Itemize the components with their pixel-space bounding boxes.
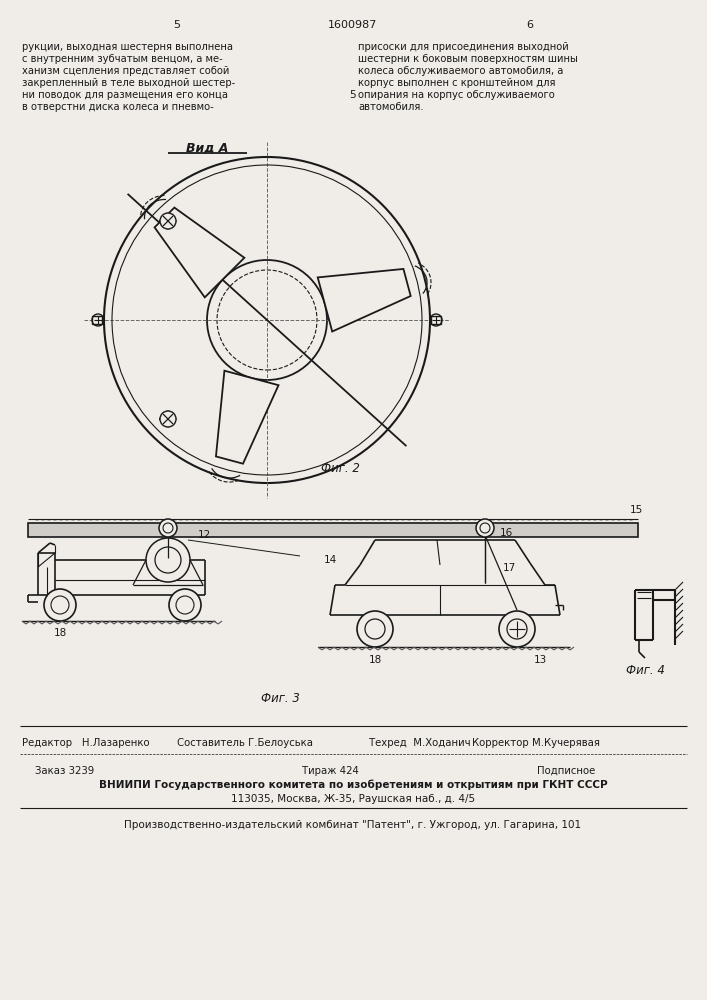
Text: закрепленный в теле выходной шестер-: закрепленный в теле выходной шестер-	[22, 78, 235, 88]
Text: Фиг. 2: Фиг. 2	[320, 462, 359, 475]
Text: рукции, выходная шестерня выполнена: рукции, выходная шестерня выполнена	[22, 42, 233, 52]
Text: шестерни к боковым поверхностям шины: шестерни к боковым поверхностям шины	[358, 54, 578, 64]
Text: Вид А: Вид А	[186, 141, 228, 154]
Text: 18: 18	[53, 628, 66, 638]
Circle shape	[146, 538, 190, 582]
Text: колеса обслуживаемого автомобиля, а: колеса обслуживаемого автомобиля, а	[358, 66, 563, 76]
Text: Производственно-издательский комбинат "Патент", г. Ужгород, ул. Гагарина, 101: Производственно-издательский комбинат "П…	[124, 820, 582, 830]
Text: опирания на корпус обслуживаемого: опирания на корпус обслуживаемого	[358, 90, 555, 100]
Circle shape	[160, 411, 176, 427]
Text: корпус выполнен с кронштейном для: корпус выполнен с кронштейном для	[358, 78, 556, 88]
Text: присоски для присоединения выходной: присоски для присоединения выходной	[358, 42, 568, 52]
Circle shape	[357, 611, 393, 647]
Text: 5: 5	[173, 20, 180, 30]
Text: ВНИИПИ Государственного комитета по изобретениям и открытиям при ГКНТ СССР: ВНИИПИ Государственного комитета по изоб…	[99, 780, 607, 790]
Text: 5: 5	[349, 90, 356, 100]
Polygon shape	[155, 208, 245, 297]
Text: 16: 16	[500, 528, 513, 538]
Text: Редактор   Н.Лазаренко: Редактор Н.Лазаренко	[22, 738, 150, 748]
Text: 14: 14	[323, 555, 337, 565]
Circle shape	[44, 589, 76, 621]
Circle shape	[476, 519, 494, 537]
Text: 6: 6	[527, 20, 534, 30]
Bar	[92, 316, 102, 324]
Text: ханизм сцепления представляет собой: ханизм сцепления представляет собой	[22, 66, 229, 76]
Polygon shape	[216, 371, 279, 464]
Text: 18: 18	[368, 655, 382, 665]
Text: 17: 17	[503, 563, 516, 573]
Circle shape	[159, 519, 177, 537]
Text: в отверстни диска колеса и пневмо-: в отверстни диска колеса и пневмо-	[22, 102, 214, 112]
Circle shape	[499, 611, 535, 647]
Text: с внутренним зубчатым венцом, а ме-: с внутренним зубчатым венцом, а ме-	[22, 54, 223, 64]
Text: Фиг. 3: Фиг. 3	[261, 692, 300, 704]
Bar	[28, 523, 638, 537]
Text: ни поводок для размещения его конца: ни поводок для размещения его конца	[22, 90, 228, 100]
Circle shape	[160, 213, 176, 229]
Text: Корректор М.Кучерявая: Корректор М.Кучерявая	[472, 738, 600, 748]
Text: Техред  М.Ходанич: Техред М.Ходанич	[369, 738, 471, 748]
Text: Фиг. 4: Фиг. 4	[626, 664, 665, 676]
Text: Заказ 3239: Заказ 3239	[35, 766, 95, 776]
Polygon shape	[317, 269, 411, 332]
Bar	[431, 316, 441, 324]
Text: автомобиля.: автомобиля.	[358, 102, 423, 112]
Text: 113035, Москва, Ж-35, Раушская наб., д. 4/5: 113035, Москва, Ж-35, Раушская наб., д. …	[231, 794, 475, 804]
Text: 15: 15	[630, 505, 643, 515]
Text: Составитель Г.Белоуська: Составитель Г.Белоуська	[177, 738, 313, 748]
Text: Тираж 424: Тираж 424	[302, 766, 358, 776]
Text: 12: 12	[198, 530, 211, 540]
Text: Подписное: Подписное	[537, 766, 595, 776]
Text: 1600987: 1600987	[328, 20, 378, 30]
Circle shape	[169, 589, 201, 621]
Text: 13: 13	[533, 655, 547, 665]
